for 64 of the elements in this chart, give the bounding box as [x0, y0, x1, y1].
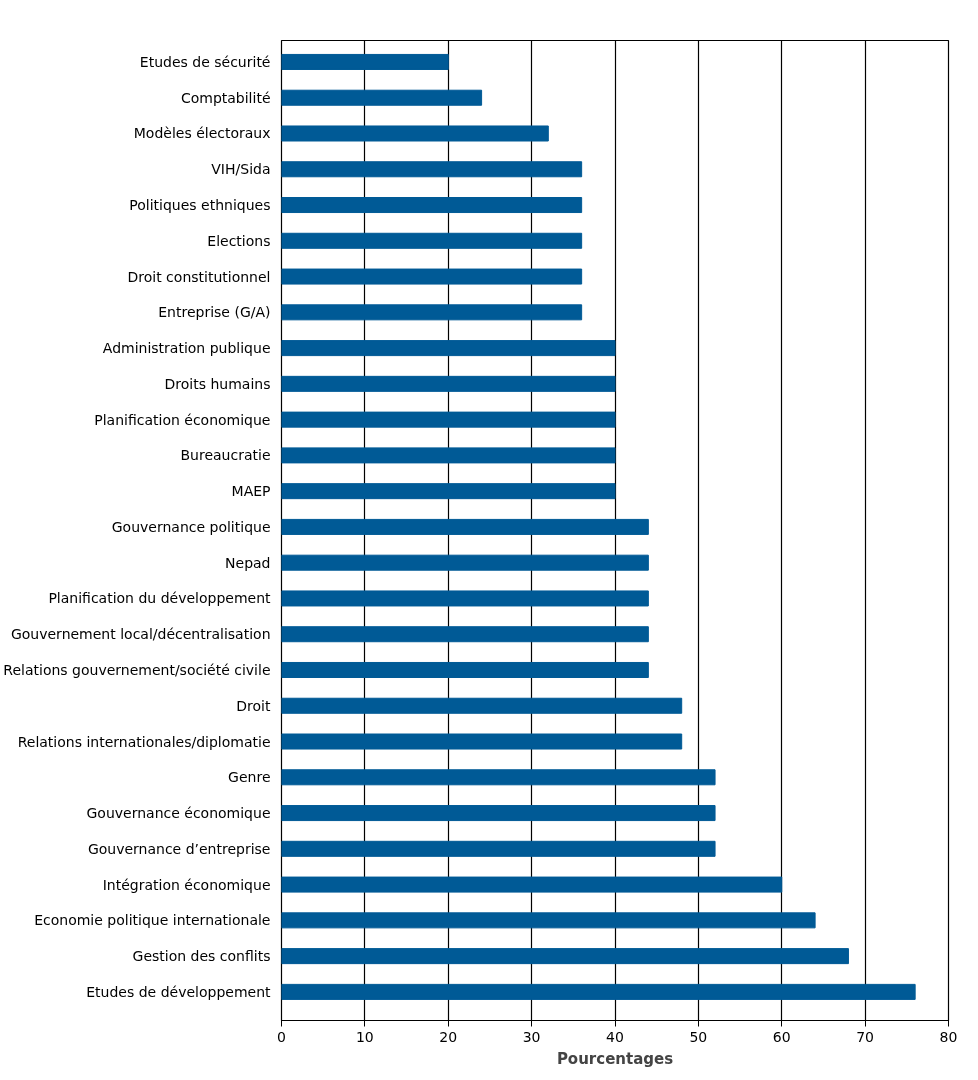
bar: [281, 340, 616, 357]
bar: [281, 912, 816, 929]
y-tick-label: Bureaucratie: [180, 447, 271, 464]
x-tick-label: 10: [355, 1028, 374, 1045]
y-tick-label: Gouvernance politique: [111, 518, 271, 535]
y-tick-label: Gouvernance d’entreprise: [87, 840, 271, 857]
y-tick-label: Etudes de sécurité: [139, 53, 271, 70]
bar: [281, 411, 616, 428]
bar: [281, 447, 616, 464]
y-tick-label: Relations internationales/diplomatie: [17, 733, 271, 750]
x-axis-title: Pourcentages: [556, 1049, 674, 1068]
bar: [281, 590, 649, 607]
y-tick-label: Etudes de développement: [86, 983, 272, 1000]
bar: [281, 518, 649, 535]
y-tick-label: Gestion des conflits: [132, 948, 271, 965]
bar: [281, 948, 849, 965]
y-tick-label: Planification économique: [94, 411, 271, 428]
bar: [281, 53, 449, 70]
y-tick-label: Administration publique: [102, 340, 271, 357]
y-tick-label: Droits humains: [164, 375, 271, 392]
bar: [281, 483, 616, 500]
bar: [281, 125, 549, 142]
y-tick-label: Comptabilité: [180, 89, 271, 106]
y-tick-label: Nepad: [225, 554, 271, 571]
bar: [281, 89, 483, 106]
y-tick-label: VIH/Sida: [211, 161, 271, 178]
x-tick-label: 40: [606, 1028, 624, 1045]
y-tick-label: Entreprise (G/A): [158, 304, 271, 321]
bar: [281, 197, 583, 214]
y-tick-label: Elections: [207, 232, 271, 249]
x-tick-label: 20: [439, 1028, 458, 1045]
x-tick-label: 80: [939, 1028, 958, 1045]
bar: [281, 876, 783, 893]
x-tick-label: 30: [522, 1028, 541, 1045]
x-tick-label: 50: [689, 1028, 708, 1045]
y-tick-label: Genre: [228, 769, 271, 786]
bar: [281, 626, 649, 643]
bar: [281, 268, 583, 285]
y-tick-label: Economie politique internationale: [34, 912, 271, 929]
y-tick-label: Planification du développement: [48, 590, 272, 607]
bar: [281, 733, 683, 750]
bar: [281, 232, 583, 249]
bar: [281, 304, 583, 321]
y-tick-label: Relations gouvernement/société civile: [3, 661, 271, 678]
x-tick-label: 0: [277, 1028, 286, 1045]
y-tick-label: Intégration économique: [102, 876, 271, 893]
y-tick-label: Droit: [236, 697, 272, 714]
bar: [281, 554, 649, 571]
y-tick-label: Gouvernance économique: [86, 805, 271, 822]
y-tick-label: Modèles électoraux: [133, 125, 271, 142]
bar: [281, 697, 683, 714]
x-tick-label: 60: [772, 1028, 791, 1045]
y-tick-label: Politiques ethniques: [129, 197, 271, 214]
bar: [281, 769, 716, 786]
bar: [281, 661, 649, 678]
x-tick-label: 70: [856, 1028, 875, 1045]
bar: [281, 805, 716, 822]
bar: [281, 375, 616, 392]
bar: [281, 161, 583, 178]
y-tick-label: Droit constitutionnel: [127, 268, 271, 285]
y-tick-label: MAEP: [231, 483, 271, 500]
y-tick-label: Gouvernement local/décentralisation: [10, 626, 271, 643]
bar: [281, 983, 916, 1000]
bar: [281, 840, 716, 857]
